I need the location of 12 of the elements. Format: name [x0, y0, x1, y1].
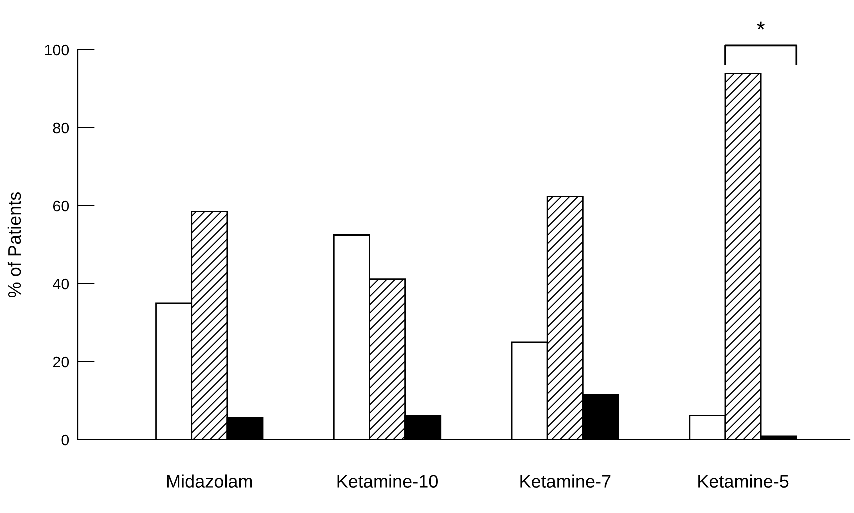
y-tick-label: 60	[53, 200, 70, 212]
x-tick-label: Midazolam	[167, 474, 252, 488]
y-tick-label: 80	[53, 122, 70, 134]
text: *	[757, 22, 766, 30]
x-tick-label: Ketamine-5	[698, 474, 789, 488]
y-tick-label: 20	[53, 356, 70, 368]
x-tick-label: Ketamine-10	[338, 474, 438, 488]
y-axis-title: % of Patients	[8, 192, 22, 298]
x-tick-label: Ketamine-7	[520, 474, 611, 488]
y-tick-label: 0	[62, 434, 70, 446]
y-tick-label: 100	[45, 44, 70, 56]
y-tick-label: 40	[53, 278, 70, 290]
